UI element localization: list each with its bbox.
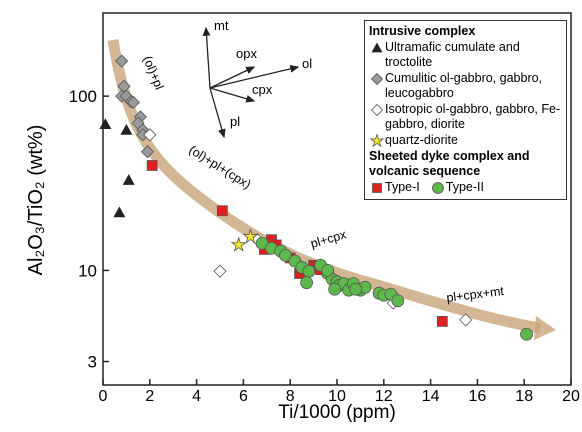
point	[140, 145, 155, 159]
x-tick-label: 2	[145, 388, 154, 405]
point	[302, 264, 316, 278]
legend-item: Cumulitic ol-gabbro, gabbro, leucogabbro	[369, 71, 562, 101]
point	[242, 228, 259, 244]
vector-arrow	[209, 87, 256, 103]
legend-marker	[372, 183, 382, 193]
point	[143, 128, 157, 142]
legend-label: quartz-diorite	[385, 133, 458, 147]
point	[370, 72, 384, 86]
vector-label: mt	[214, 18, 229, 33]
legend-marker	[431, 182, 444, 194]
x-tick-label: 14	[422, 388, 440, 405]
point	[300, 276, 313, 290]
point	[369, 134, 385, 148]
vector-label: pl	[230, 114, 240, 129]
y-tick-label: 3	[88, 353, 97, 372]
legend-item: Type-II	[430, 180, 484, 195]
vector-arrow	[209, 87, 226, 139]
x-tick-label: 0	[99, 388, 108, 405]
point	[115, 54, 129, 68]
legend-marker	[369, 134, 385, 148]
point	[520, 327, 533, 341]
point	[328, 282, 342, 296]
point	[349, 282, 363, 296]
vector-label: ol	[302, 56, 312, 71]
point	[216, 205, 228, 217]
vector-arrow	[202, 26, 211, 89]
y-axis-label: Al₂O₃/TiO₂ (wt%)	[25, 125, 47, 276]
legend-group-title: Intrusive complex	[369, 24, 476, 38]
legend-marker	[370, 72, 384, 86]
x-tick-label: 6	[239, 388, 248, 405]
legend-row-pair: Type-I Type-II	[369, 179, 562, 196]
point	[391, 294, 405, 308]
point	[146, 160, 158, 171]
legend-label: Isotropic ol-gabbro, gabbro, Fe-gabbro, …	[385, 102, 561, 131]
vector-label: opx	[236, 46, 257, 61]
legend-group-title: Sheeted dyke complex and volcanic sequen…	[369, 149, 530, 178]
vector-label: cpx	[252, 82, 273, 97]
point	[99, 118, 112, 130]
legend-item: Type-I	[369, 180, 420, 195]
legend-marker	[370, 103, 384, 117]
x-tick-label: 8	[286, 388, 295, 405]
x-tick-label: 18	[515, 388, 533, 405]
x-tick-label: 10	[328, 388, 346, 405]
annotation: pl+cpx+mt	[446, 284, 505, 305]
legend-item: Isotropic ol-gabbro, gabbro, Fe-gabbro, …	[369, 102, 562, 132]
point	[126, 95, 140, 110]
legend-item: quartz-diorite	[369, 133, 562, 148]
legend-label: Cumulitic ol-gabbro, gabbro, leucogabbro	[385, 71, 543, 100]
x-tick-label: 16	[469, 388, 487, 405]
point	[431, 182, 444, 194]
x-tick-label: 20	[562, 388, 580, 405]
point	[370, 103, 384, 117]
y-tick-label: 10	[78, 261, 97, 280]
point	[213, 264, 227, 278]
annotation: (ol)+pl+(cpx)	[186, 143, 253, 192]
legend-label: Ultramafic cumulate and troctolite	[385, 40, 520, 69]
legend-label: Type-II	[445, 180, 484, 194]
legend-item: Ultramafic cumulate and troctolite	[369, 40, 562, 70]
annotation: (ol)+pl	[140, 54, 166, 92]
point	[279, 248, 292, 262]
legend-marker	[371, 42, 383, 53]
y-tick-label: 100	[69, 87, 97, 106]
point	[122, 174, 135, 185]
trend-arrowhead	[534, 316, 556, 340]
point	[230, 236, 247, 252]
legend: Intrusive complex Ultramafic cumulate and…	[364, 20, 567, 200]
point	[120, 123, 133, 135]
vector-arrow	[209, 66, 256, 89]
x-tick-label: 4	[192, 388, 201, 405]
x-axis-label: Ti/1000 (ppm)	[278, 402, 396, 423]
point	[436, 315, 448, 327]
point	[371, 42, 383, 53]
x-tick-label: 12	[375, 388, 393, 405]
vector-arrow	[209, 65, 300, 89]
legend-label: Type-I	[385, 180, 420, 194]
point	[113, 206, 126, 218]
point	[321, 264, 335, 277]
point	[459, 313, 473, 327]
point	[372, 183, 382, 193]
annotation: pl+cpx	[309, 227, 349, 251]
